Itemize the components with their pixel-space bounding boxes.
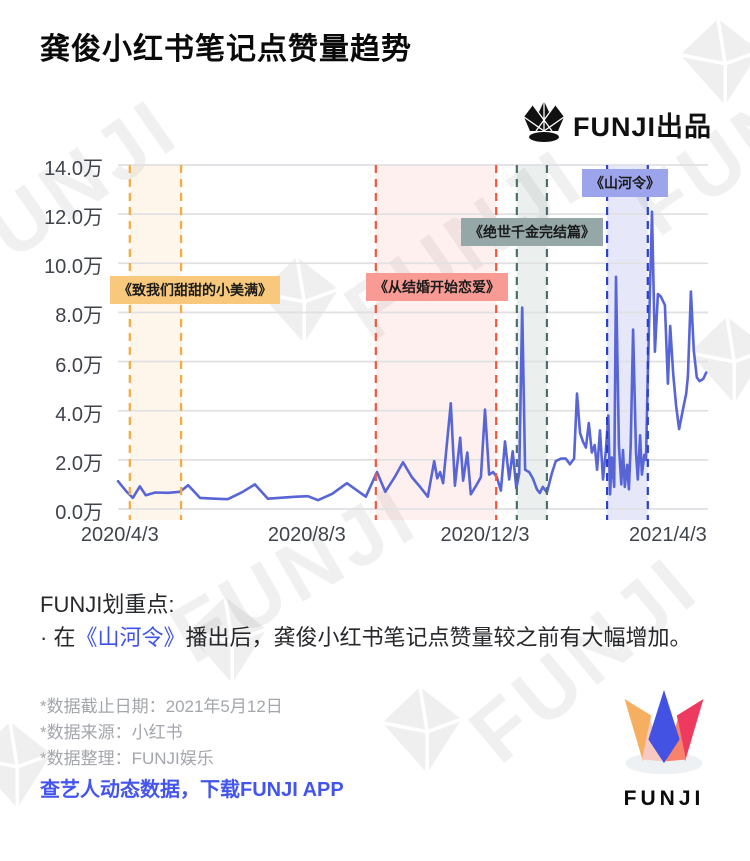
footnote-editor: *数据整理：FUNJI娱乐 (40, 749, 214, 768)
funji-crown-color-icon (616, 688, 712, 781)
notes-bullet: · 在《山河令》播出后，龚俊小红书笔记点赞量较之前有大幅增加。 (40, 625, 692, 650)
footnote-cutoff-date: *数据截止日期：2021年5月12日 (40, 697, 283, 716)
highlight-region (129, 165, 182, 520)
brand-row: FUNJI出品 (522, 100, 712, 149)
footnote-source: *数据来源：小红书 (40, 723, 183, 742)
funji-wordmark: FUNJI (623, 787, 705, 810)
x-axis-tick-label: 2020/8/3 (267, 524, 346, 546)
x-axis-tick-label: 2020/12/3 (440, 524, 530, 546)
region-title-label: 《致我们甜甜的小美满》 (110, 276, 280, 304)
likes-series-line (116, 210, 708, 502)
notes-heading: FUNJI划重点: (40, 592, 175, 617)
y-axis-tick-label: 12.0万 (44, 207, 103, 230)
y-axis-tick-label: 10.0万 (44, 256, 103, 279)
x-axis-tick-label: 2021/4/3 (628, 524, 707, 546)
download-app-cta[interactable]: 查艺人动态数据，下载FUNJI APP (40, 779, 344, 801)
page-title: 龚俊小红书笔记点赞量趋势 (40, 33, 412, 66)
y-axis-tick-label: 4.0万 (55, 403, 103, 426)
brand-label: FUNJI出品 (572, 112, 712, 142)
funji-crown-icon (522, 100, 566, 149)
notes-block: FUNJI划重点: · 在《山河令》播出后，龚俊小红书笔记点赞量较之前有大幅增加… (40, 588, 695, 654)
region-title-label: 《绝世千金完结篇》 (461, 218, 603, 246)
y-axis-tick-label: 0.0万 (55, 502, 103, 524)
footnotes-block: *数据截止日期：2021年5月12日 *数据来源：小红书 *数据整理：FUNJI… (40, 694, 283, 772)
y-axis-tick-label: 2.0万 (55, 452, 103, 475)
y-axis-tick-label: 6.0万 (55, 354, 103, 377)
region-title-label: 《从结婚开始恋爱》 (366, 273, 508, 301)
y-axis-tick-label: 8.0万 (55, 305, 103, 328)
y-axis-tick-label: 14.0万 (44, 158, 103, 180)
region-title-label: 《山河令》 (582, 169, 668, 197)
notes-highlight-title: 《山河令》 (75, 625, 186, 650)
funji-footer-logo: FUNJI (610, 688, 718, 811)
x-axis-tick-label: 2020/4/3 (80, 524, 159, 546)
